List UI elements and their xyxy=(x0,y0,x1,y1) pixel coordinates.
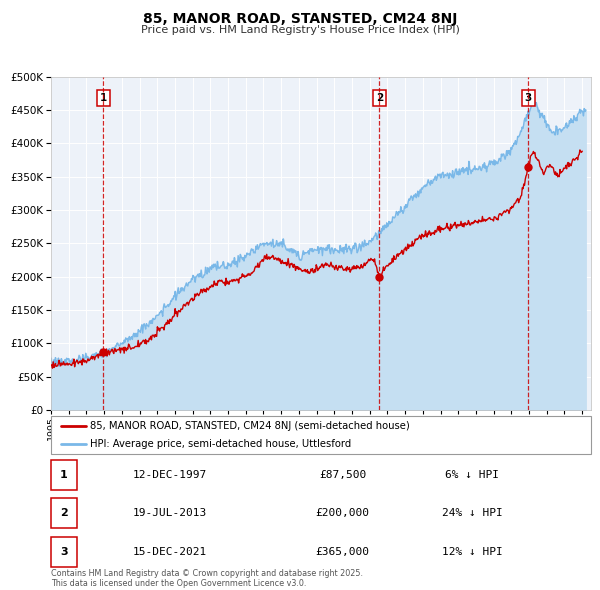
Bar xyxy=(51,460,77,490)
Text: 12-DEC-1997: 12-DEC-1997 xyxy=(133,470,207,480)
Text: 2: 2 xyxy=(376,93,383,103)
Text: 19-JUL-2013: 19-JUL-2013 xyxy=(133,509,207,518)
Text: 1: 1 xyxy=(60,470,68,480)
Text: Price paid vs. HM Land Registry's House Price Index (HPI): Price paid vs. HM Land Registry's House … xyxy=(140,25,460,35)
Text: 12% ↓ HPI: 12% ↓ HPI xyxy=(442,547,503,556)
Text: HPI: Average price, semi-detached house, Uttlesford: HPI: Average price, semi-detached house,… xyxy=(91,439,352,449)
Text: £200,000: £200,000 xyxy=(316,509,370,518)
Text: 85, MANOR ROAD, STANSTED, CM24 8NJ: 85, MANOR ROAD, STANSTED, CM24 8NJ xyxy=(143,12,457,26)
Text: 85, MANOR ROAD, STANSTED, CM24 8NJ (semi-detached house): 85, MANOR ROAD, STANSTED, CM24 8NJ (semi… xyxy=(91,421,410,431)
Bar xyxy=(51,499,77,528)
Text: £87,500: £87,500 xyxy=(319,470,366,480)
Text: £365,000: £365,000 xyxy=(316,547,370,556)
Text: 6% ↓ HPI: 6% ↓ HPI xyxy=(445,470,499,480)
Text: 3: 3 xyxy=(60,547,68,556)
Text: 1: 1 xyxy=(100,93,107,103)
Text: 24% ↓ HPI: 24% ↓ HPI xyxy=(442,509,503,518)
Bar xyxy=(51,537,77,566)
Text: Contains HM Land Registry data © Crown copyright and database right 2025.
This d: Contains HM Land Registry data © Crown c… xyxy=(51,569,363,588)
Text: 15-DEC-2021: 15-DEC-2021 xyxy=(133,547,207,556)
Text: 2: 2 xyxy=(60,509,68,518)
Text: 3: 3 xyxy=(524,93,532,103)
